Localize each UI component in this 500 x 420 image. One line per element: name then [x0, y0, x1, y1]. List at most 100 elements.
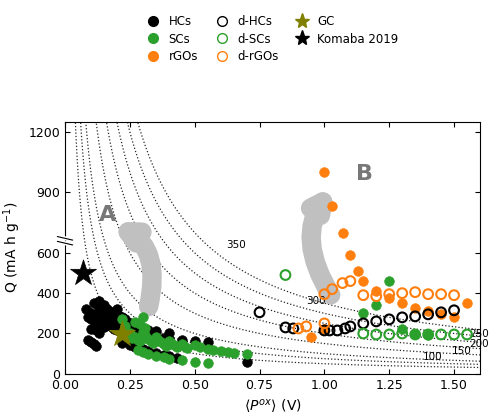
Point	[282, 272, 290, 278]
Point	[94, 308, 102, 315]
Point	[136, 337, 144, 344]
Point	[424, 332, 432, 339]
Point	[105, 322, 113, 329]
Point	[320, 169, 328, 176]
Point	[338, 229, 346, 236]
Point	[289, 325, 297, 332]
Point	[308, 333, 316, 340]
Point	[154, 336, 162, 343]
Point	[118, 331, 126, 338]
Point	[144, 350, 152, 357]
Point	[190, 337, 198, 344]
Point	[437, 331, 445, 338]
Point	[230, 349, 237, 356]
Point	[146, 337, 154, 344]
Point	[126, 326, 134, 333]
Point	[139, 331, 147, 338]
Point	[110, 320, 118, 327]
Point	[411, 331, 419, 338]
Point	[385, 331, 393, 338]
Point	[398, 300, 406, 307]
Point	[134, 330, 141, 337]
Point	[131, 328, 139, 335]
Text: 200: 200	[470, 339, 489, 349]
Point	[139, 326, 147, 333]
Point	[110, 316, 118, 323]
Point	[90, 324, 98, 331]
Point	[152, 349, 160, 356]
Point	[102, 310, 110, 317]
Point	[108, 324, 116, 331]
Point	[102, 320, 110, 327]
Point	[100, 324, 108, 331]
Point	[204, 360, 212, 366]
Point	[190, 341, 198, 348]
Point	[165, 353, 173, 360]
FancyArrowPatch shape	[128, 232, 152, 307]
Point	[372, 331, 380, 338]
Point	[170, 341, 178, 348]
Point	[172, 343, 180, 350]
Point	[320, 326, 328, 333]
Point	[372, 293, 380, 299]
Point	[90, 340, 98, 347]
Point	[160, 354, 168, 361]
Point	[334, 327, 342, 334]
Point	[139, 348, 147, 355]
Point	[92, 312, 100, 319]
Point	[178, 357, 186, 363]
Point	[157, 338, 165, 345]
Point	[100, 318, 108, 325]
Point	[424, 311, 432, 318]
X-axis label: $\langle P^{ox}\rangle$ (V): $\langle P^{ox}\rangle$ (V)	[244, 397, 302, 415]
Point	[123, 325, 131, 332]
Point	[437, 291, 445, 297]
Point	[82, 306, 90, 312]
Point	[87, 326, 95, 333]
Point	[152, 333, 160, 340]
Point	[411, 313, 419, 320]
Point	[372, 302, 380, 309]
Point	[204, 338, 212, 345]
Point	[118, 330, 126, 337]
Point	[134, 346, 141, 353]
Point	[360, 278, 368, 284]
Point	[123, 331, 131, 338]
Point	[450, 331, 458, 338]
Point	[385, 295, 393, 302]
Point	[126, 330, 134, 337]
Point	[84, 336, 92, 343]
Point	[437, 309, 445, 316]
Point	[242, 350, 250, 357]
Point	[149, 339, 157, 346]
Point	[463, 331, 471, 338]
Point	[160, 340, 168, 347]
Point	[162, 342, 170, 349]
Point	[131, 333, 139, 340]
Point	[139, 345, 147, 352]
Point	[346, 323, 354, 330]
Point	[126, 320, 134, 327]
Text: 350: 350	[226, 240, 246, 250]
Point	[196, 343, 204, 350]
Point	[100, 308, 108, 315]
Point	[346, 252, 354, 258]
Point	[411, 331, 419, 338]
Point	[139, 329, 147, 336]
Point	[87, 316, 95, 323]
Point	[113, 306, 121, 312]
Point	[346, 278, 354, 284]
Point	[144, 335, 152, 342]
Point	[105, 318, 113, 325]
Point	[139, 314, 147, 321]
Point	[152, 328, 160, 335]
Point	[302, 323, 310, 330]
Point	[354, 268, 362, 274]
Point	[144, 347, 152, 354]
Point	[126, 341, 134, 348]
Point	[128, 321, 136, 328]
Point	[108, 315, 116, 322]
Point	[98, 302, 106, 309]
Point	[118, 319, 126, 326]
Point	[116, 318, 124, 325]
